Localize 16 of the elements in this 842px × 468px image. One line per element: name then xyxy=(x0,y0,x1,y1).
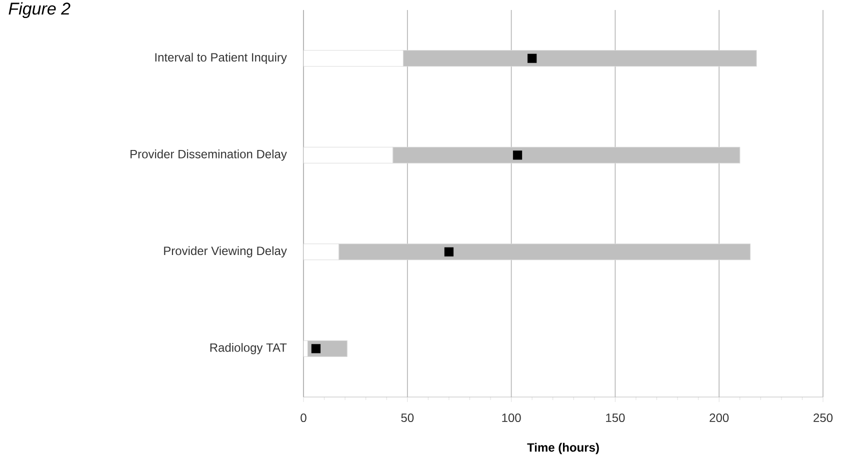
x-axis-title: Time (hours) xyxy=(527,442,599,454)
y-tick-label: Radiology TAT xyxy=(210,343,287,354)
y-tick-label: Interval to Patient Inquiry xyxy=(155,52,287,64)
y-tick-label: Provider Dissemination Delay xyxy=(130,150,287,161)
x-tick-label: 150 xyxy=(606,414,625,422)
x-tick-label: 0 xyxy=(300,414,306,422)
point xyxy=(528,54,537,63)
x-tick-label: 100 xyxy=(502,414,521,422)
point xyxy=(444,247,454,256)
text: Figure 2 xyxy=(8,2,70,18)
point xyxy=(512,150,522,160)
y-tick-label: Provider Viewing Delay xyxy=(164,246,287,258)
x-tick-label: 50 xyxy=(401,414,414,422)
x-tick-label: 250 xyxy=(814,414,833,422)
x-tick-label: 200 xyxy=(710,414,729,422)
point xyxy=(311,344,321,354)
